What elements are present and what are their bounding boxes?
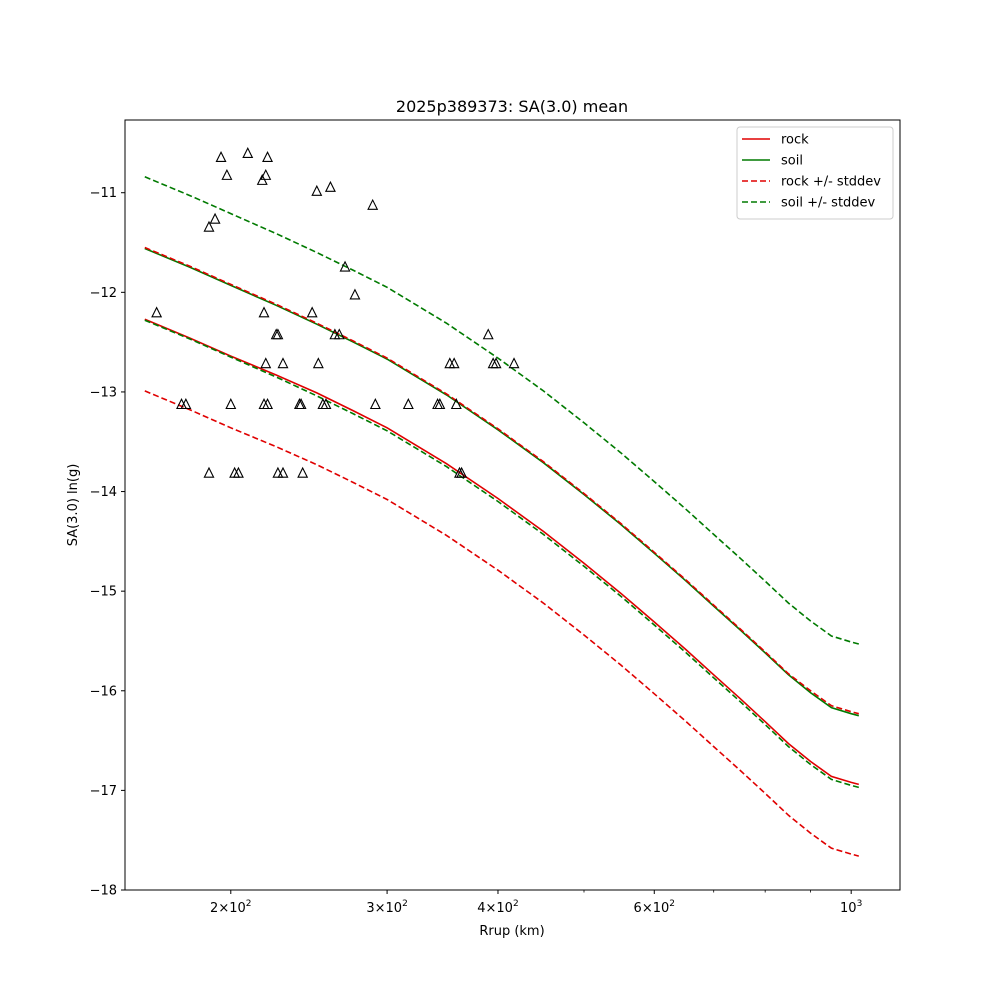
- observation-point: [180, 398, 192, 410]
- observation-point: [324, 180, 336, 192]
- legend-label: rock +/- stddev: [781, 175, 881, 190]
- x-axis-label: Rrup (km): [479, 924, 544, 939]
- series-line-rock-stddev-3: [144, 390, 860, 857]
- observation-point: [450, 398, 462, 410]
- observation-point: [508, 357, 520, 369]
- x-tick-label: 4×102: [477, 899, 518, 916]
- plot-frame: [124, 119, 901, 891]
- observation-point: [277, 466, 289, 478]
- observation-point: [402, 398, 414, 410]
- observation-point: [272, 328, 284, 340]
- observation-point: [221, 168, 233, 180]
- observation-point: [306, 306, 318, 318]
- observation-point: [448, 357, 460, 369]
- legend-label: soil: [781, 154, 803, 169]
- observation-point: [232, 466, 244, 478]
- x-axis: 2×102 3×102 4×102 6×102 103: [210, 890, 862, 916]
- observation-point: [260, 168, 272, 180]
- y-axis: −18 −17 −16 −15 −14 −13 −12 −11: [90, 186, 125, 899]
- chart-title: 2025p389373: SA(3.0) mean: [396, 97, 628, 116]
- observation-point: [258, 306, 270, 318]
- legend-box: [736, 126, 894, 220]
- y-tick-label: −18: [90, 884, 117, 899]
- observation-point: [215, 151, 227, 163]
- y-tick-label: −17: [90, 784, 117, 799]
- observation-point: [320, 398, 332, 410]
- series-layer: [144, 176, 860, 857]
- observation-point: [203, 466, 215, 478]
- y-tick-label: −15: [90, 585, 117, 600]
- y-tick-label: −14: [90, 485, 117, 500]
- y-tick-label: −16: [90, 684, 117, 699]
- series-line-band-5: [144, 319, 860, 789]
- y-tick-label: −12: [90, 286, 117, 301]
- x-tick-label: 3×102: [366, 899, 407, 916]
- observation-point: [349, 288, 361, 300]
- observation-point: [312, 357, 324, 369]
- observation-point: [367, 198, 379, 210]
- y-axis-label: SA(3.0) ln(g): [66, 464, 81, 547]
- observation-point: [295, 398, 307, 410]
- y-tick-label: −13: [90, 385, 117, 400]
- observation-point: [434, 398, 446, 410]
- observation-point: [209, 212, 221, 224]
- observation-point: [339, 260, 351, 272]
- observation-point: [260, 357, 272, 369]
- observation-point: [333, 328, 345, 340]
- observation-point: [262, 151, 274, 163]
- observation-point: [277, 357, 289, 369]
- observation-point: [297, 466, 309, 478]
- observation-point: [262, 398, 274, 410]
- y-tick-label: −11: [90, 186, 117, 201]
- observation-point: [242, 147, 254, 159]
- legend-label: soil +/- stddev: [781, 196, 876, 211]
- observation-point: [311, 184, 323, 196]
- legend-label: rock: [781, 133, 809, 148]
- observations-layer: [151, 147, 520, 478]
- series-line-soil-stddev-4: [144, 176, 860, 645]
- observation-point: [369, 398, 381, 410]
- legend: rock soil rock +/- stddev soil +/- stddev: [736, 126, 894, 220]
- x-tick-label: 6×102: [634, 899, 675, 916]
- series-line-rock-0: [144, 318, 860, 786]
- observation-point: [225, 398, 237, 410]
- observation-point: [482, 328, 494, 340]
- series-line-band-2: [144, 246, 860, 715]
- observation-point: [490, 357, 502, 369]
- observation-point: [203, 220, 215, 232]
- observation-point: [456, 466, 468, 478]
- observation-point: [151, 306, 163, 318]
- series-line-soil-1: [144, 247, 860, 717]
- x-tick-label: 2×102: [210, 899, 251, 916]
